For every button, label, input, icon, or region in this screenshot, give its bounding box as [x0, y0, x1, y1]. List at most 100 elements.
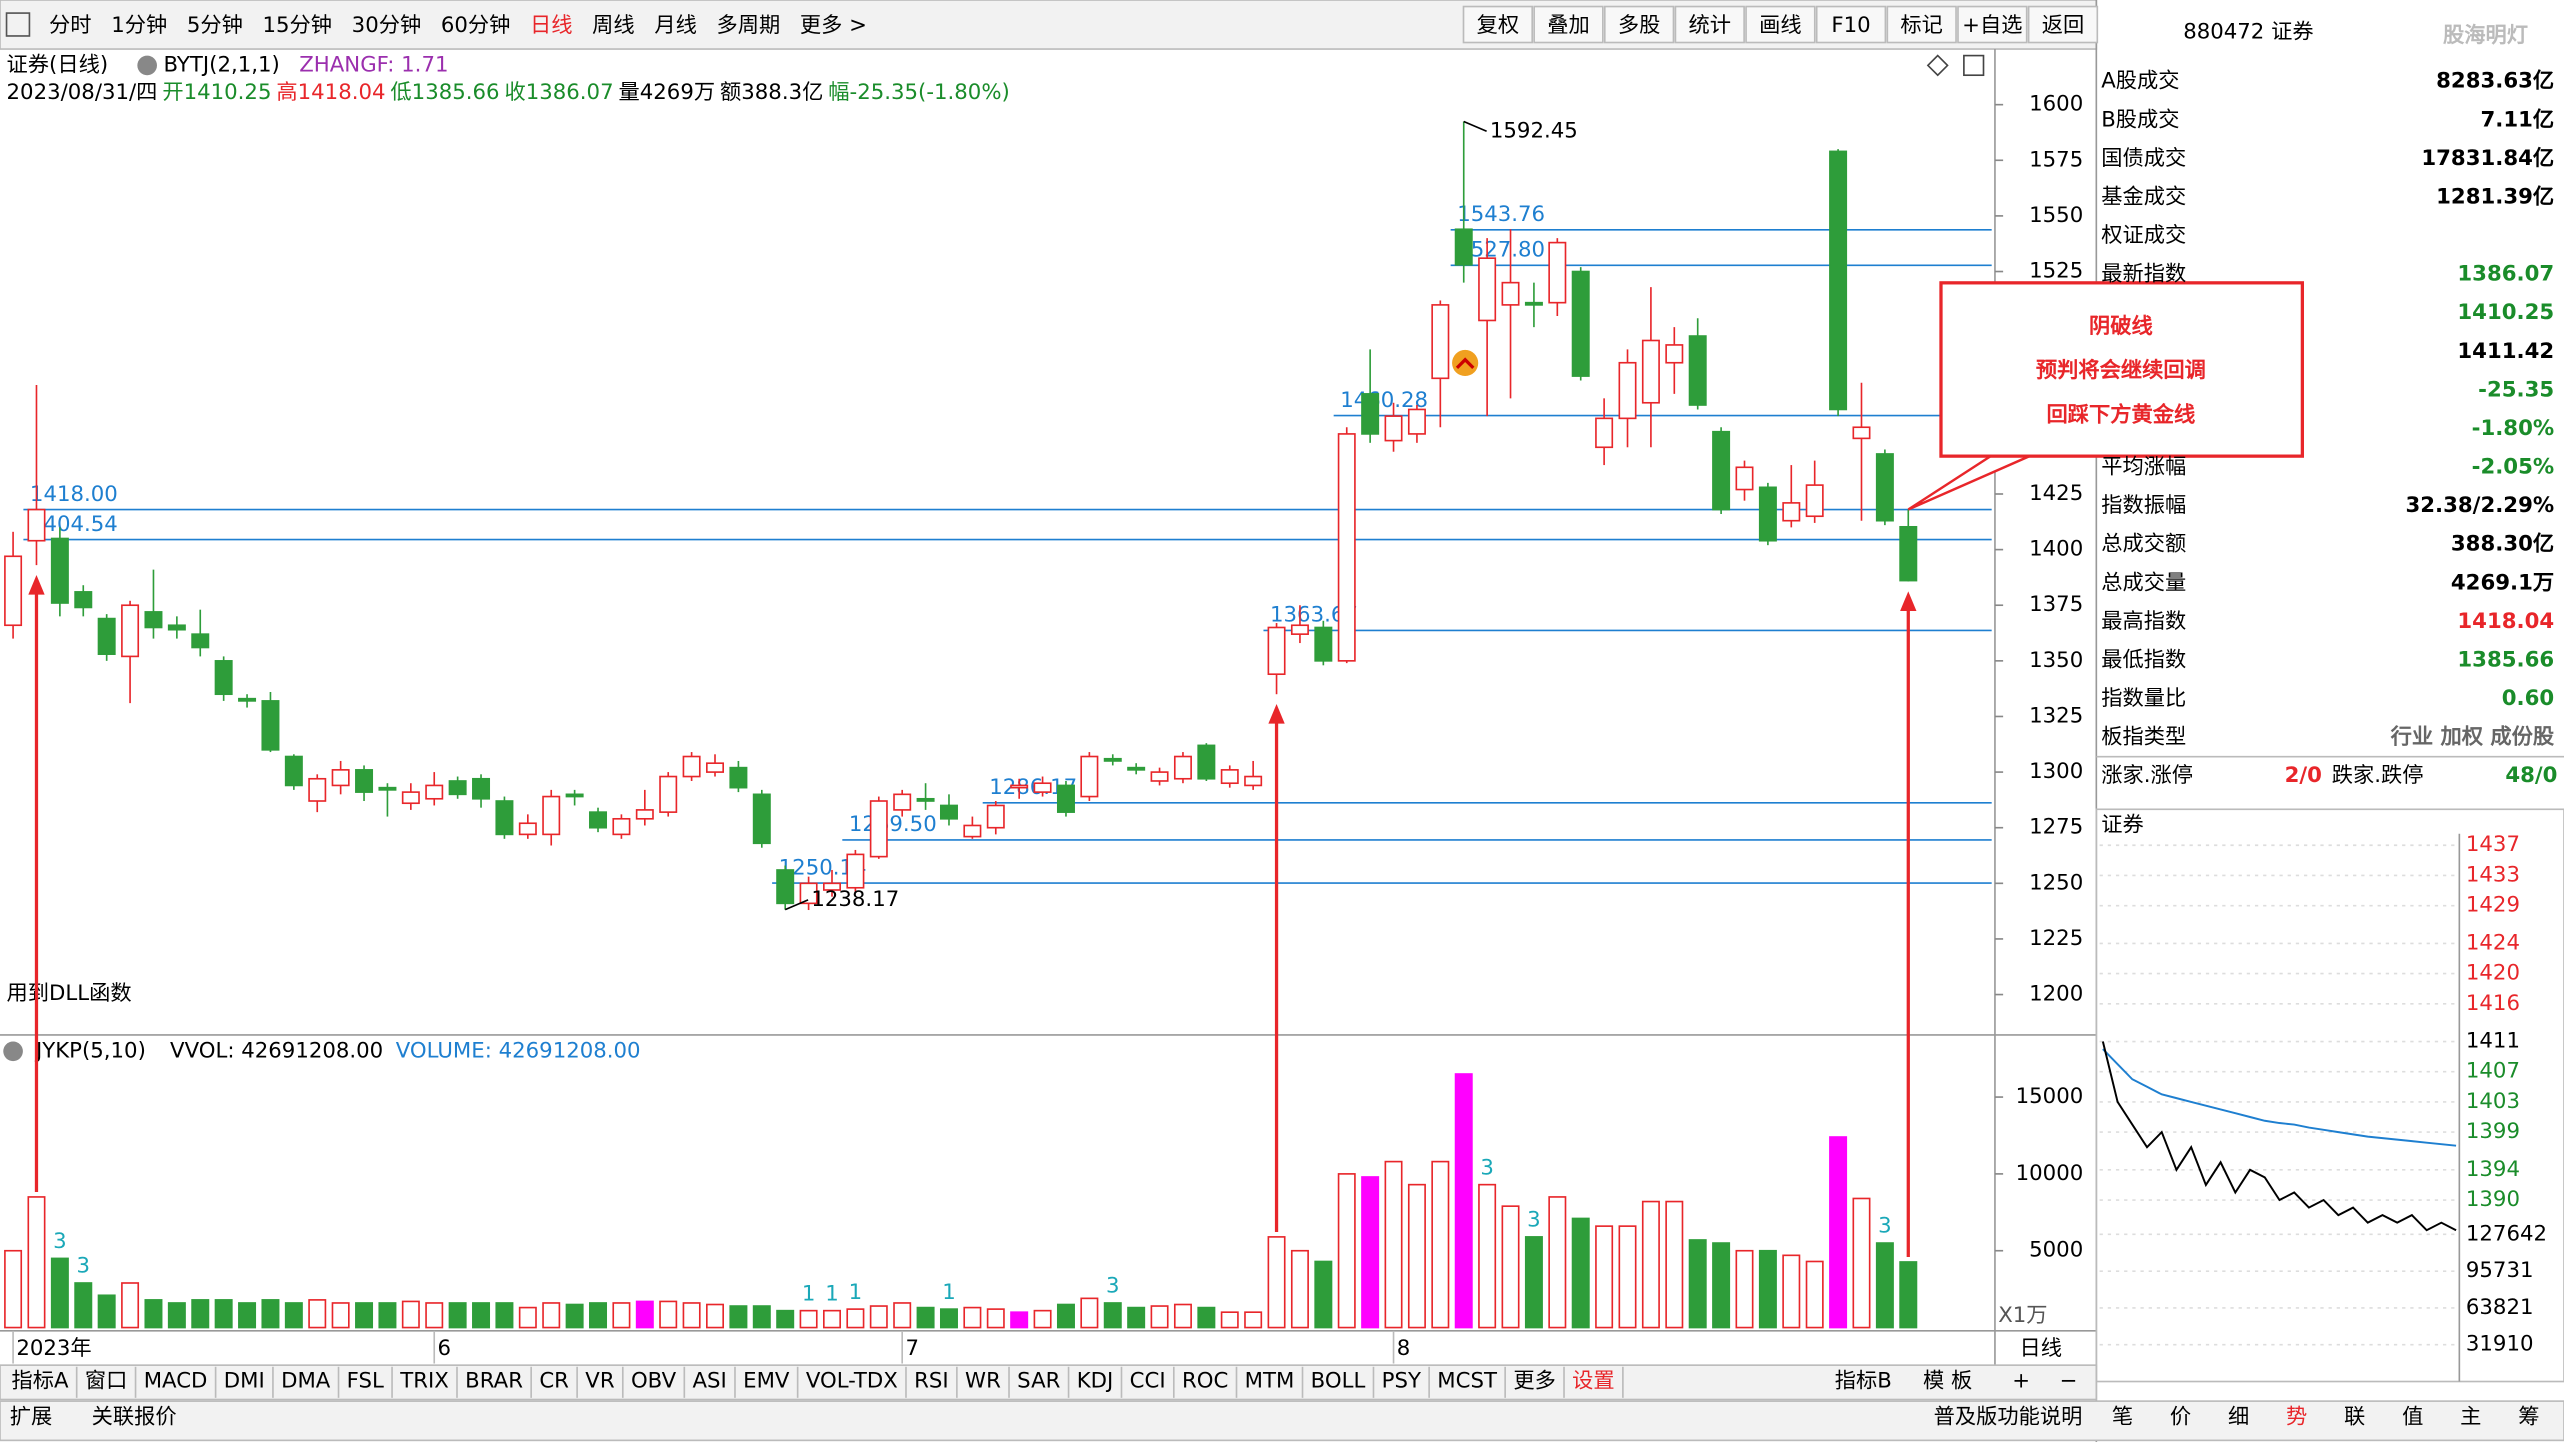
status-tab[interactable]: 关联报价 [92, 1404, 177, 1429]
tool-label[interactable]: +自选 [1962, 13, 2022, 38]
tool-button[interactable] [1957, 5, 2028, 44]
indicator-tab[interactable]: BRAR [465, 1369, 523, 1394]
period-tab[interactable]: 60分钟 [441, 13, 511, 38]
candle-body [1829, 150, 1848, 411]
tool-button[interactable] [1886, 5, 1957, 44]
status-button[interactable]: 值 [2402, 1404, 2423, 1429]
volume-bar [144, 1299, 163, 1329]
indicator-tab[interactable]: 更多 [1513, 1369, 1556, 1394]
indicator-tab[interactable]: OBV [631, 1369, 677, 1394]
volume-bar [565, 1303, 584, 1329]
tool-button[interactable] [1815, 5, 1887, 44]
status-button[interactable]: 主 [2460, 1404, 2481, 1429]
indicator-tab[interactable]: VR [585, 1369, 615, 1394]
panel-icon[interactable] [1963, 54, 1985, 77]
indicator-tab[interactable]: TRIX [399, 1369, 449, 1394]
template-tab[interactable]: 模 板 [1923, 1369, 1972, 1394]
volume-bar [284, 1302, 303, 1329]
period-tab[interactable]: 15分钟 [263, 13, 333, 38]
extreme-pointer [784, 899, 809, 911]
tool-button[interactable] [1462, 5, 1534, 44]
tool-label[interactable]: 返回 [2042, 13, 2085, 38]
indicator-tab[interactable]: ROC [1182, 1369, 1228, 1394]
mini-vtick-label: 95731 [2466, 1258, 2534, 1283]
indicator-tab[interactable]: WR [965, 1369, 1001, 1394]
indicator-tab[interactable]: BOLL [1311, 1369, 1366, 1394]
indicator-tab[interactable]: EMV [743, 1369, 790, 1394]
indicator-tab[interactable]: DMI [224, 1369, 265, 1394]
indicator-tab[interactable]: MTM [1245, 1369, 1295, 1394]
mini-vtick-label: 127642 [2466, 1221, 2547, 1246]
candle-body [1782, 502, 1801, 522]
y-tick-label: 1425 [2029, 481, 2083, 506]
candle-body [261, 700, 280, 751]
tool-button[interactable] [1674, 5, 1745, 44]
indicator-tab[interactable]: VOL-TDX [806, 1369, 898, 1394]
help-link[interactable]: 普及版功能说明 [1934, 1404, 2083, 1429]
mini-tick-label: 1433 [2466, 862, 2520, 887]
status-button[interactable]: 势 [2286, 1404, 2307, 1429]
tool-button[interactable] [1603, 5, 1675, 44]
period-tab[interactable]: 月线 [654, 13, 697, 38]
tool-label[interactable]: F10 [1831, 13, 1870, 38]
period-tab[interactable]: 5分钟 [187, 13, 243, 38]
candle-body [1571, 270, 1590, 377]
template-tab[interactable]: 指标B [1835, 1369, 1892, 1394]
volume-bar [50, 1257, 69, 1329]
volume-bar [939, 1308, 958, 1329]
tool-label[interactable]: 统计 [1689, 13, 1732, 38]
candle-body [589, 811, 608, 829]
indicator-tab[interactable]: RSI [914, 1369, 949, 1394]
period-tab[interactable]: 30分钟 [352, 13, 422, 38]
candle-body [1431, 304, 1450, 380]
tool-label[interactable]: 复权 [1477, 13, 1520, 38]
tool-button[interactable] [2027, 5, 2099, 44]
level-label: 1269.50 [849, 812, 937, 837]
panel-value: 1411.42 [2457, 339, 2554, 364]
volume-bar [27, 1196, 46, 1329]
period-tab[interactable]: 1分钟 [111, 13, 167, 38]
panel-value: -2.05% [2472, 455, 2555, 480]
tool-label[interactable]: 画线 [1759, 13, 1802, 38]
zoom-in[interactable]: + [2012, 1369, 2030, 1394]
indicator-tab[interactable]: SAR [1017, 1369, 1060, 1394]
tool-button[interactable] [1533, 5, 1604, 44]
period-tab[interactable]: 分时 [49, 13, 92, 38]
status-tab[interactable]: 扩展 [10, 1404, 53, 1429]
indicator-tab[interactable]: CCI [1130, 1369, 1166, 1394]
indicator-tab[interactable]: DMA [281, 1369, 331, 1394]
diamond-icon[interactable] [1926, 54, 1949, 77]
status-button[interactable]: 笔 [2112, 1404, 2133, 1429]
period-tab[interactable]: 多周期 [716, 13, 780, 38]
status-button[interactable]: 价 [2170, 1404, 2191, 1429]
toggle-icon[interactable] [3, 1041, 23, 1062]
indicator-tab[interactable]: ASI [693, 1369, 727, 1394]
y-tick-label: 1350 [2029, 648, 2083, 673]
menu-icon[interactable] [5, 12, 31, 37]
indicator-tab[interactable]: MCST [1437, 1369, 1498, 1394]
status-button[interactable]: 联 [2344, 1404, 2365, 1429]
indicator-tab[interactable]: 窗口 [85, 1369, 128, 1394]
status-button[interactable]: 筹 [2518, 1404, 2539, 1429]
indicator-tab[interactable]: FSL [347, 1369, 384, 1394]
y-tick-label: 1275 [2029, 815, 2083, 840]
status-button[interactable]: 细 [2228, 1404, 2249, 1429]
tool-button[interactable] [1745, 5, 1816, 44]
volume-bar [1852, 1197, 1871, 1329]
period-tab[interactable]: 更多 > [800, 13, 867, 38]
period-tab[interactable]: 周线 [592, 13, 635, 38]
toggle-icon[interactable] [137, 55, 157, 76]
indicator-tab[interactable]: KDJ [1077, 1369, 1114, 1394]
zoom-out[interactable]: − [2060, 1369, 2078, 1394]
period-tab[interactable]: 日线 [530, 13, 573, 38]
tool-label[interactable]: 多股 [1618, 13, 1661, 38]
indicator-tab[interactable]: 设置 [1572, 1369, 1615, 1394]
candle-body [238, 697, 257, 702]
tool-label[interactable]: 叠加 [1547, 13, 1590, 38]
indicator-tab[interactable]: MACD [144, 1369, 208, 1394]
indicator-tab[interactable]: PSY [1382, 1369, 1422, 1394]
tool-label[interactable]: 标记 [1900, 13, 1943, 38]
callout-box [1939, 281, 2305, 458]
indicator-tab[interactable]: CR [539, 1369, 569, 1394]
indicator-tab[interactable]: 指标A [11, 1369, 69, 1394]
